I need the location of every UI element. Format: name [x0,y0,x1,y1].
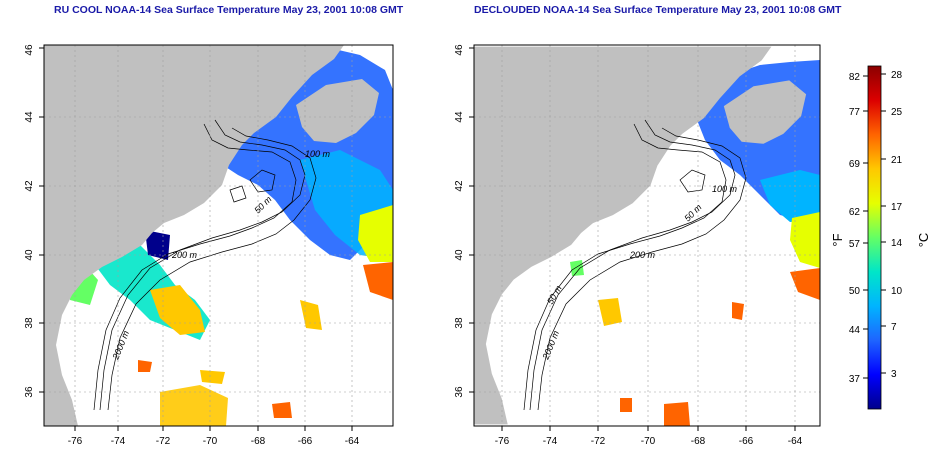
fahrenheit-tick-label: 69 [849,159,861,170]
colorbar-gradient [867,65,882,410]
right-y-axis: 36 38 40 42 44 46 [454,44,474,398]
right-x-tick-label: -74 [543,436,558,447]
left-y-tick-label: 46 [24,44,35,56]
left-map-frame [43,44,394,427]
left-x-axis: -76 -74 -72 -70 -68 -66 -64 [68,426,360,447]
right-x-tick-label: -64 [788,436,803,447]
right-x-tick-label: -70 [641,436,656,447]
celsius-tick-label: 21 [891,155,903,166]
fahrenheit-tick-label: 44 [849,325,861,336]
left-map-panel: 100 m 50 m 200 m 2000 m -76 -74 -72 -70 … [24,44,394,447]
right-x-tick-label: -68 [691,436,706,447]
right-y-tick-label: 36 [454,386,465,398]
right-y-tick-label: 44 [454,111,465,123]
colorbar: 82 77 69 62 57 50 44 37 28 25 21 17 14 1… [830,65,931,410]
left-x-tick-label: -64 [345,436,360,447]
right-bathymetry-contours [523,119,747,411]
right-map-title: DECLOUDED NOAA-14 Sea Surface Temperatur… [474,4,842,16]
fahrenheit-ticks: 82 77 69 62 57 50 44 37 [849,72,868,385]
fahrenheit-tick-label: 50 [849,286,861,297]
right-x-tick-label: -66 [739,436,754,447]
left-bathymetry-contours [93,119,317,411]
celsius-tick-label: 28 [891,70,903,81]
fahrenheit-tick-label: 57 [849,239,861,250]
left-y-tick-label: 40 [24,249,35,261]
celsius-ticks: 28 25 21 17 14 10 7 3 [881,70,903,380]
right-y-tick-label: 38 [454,317,465,329]
right-x-axis: -76 -74 -72 -70 -68 -66 -64 [495,426,803,447]
right-contour-label-100m: 100 m [712,184,738,194]
left-x-tick-label: -68 [251,436,266,447]
right-y-tick-label: 46 [454,44,465,56]
fahrenheit-axis-label: °F [830,233,845,246]
left-y-axis: 36 38 40 42 44 46 [24,44,44,398]
celsius-axis-label: °C [916,233,931,248]
right-x-tick-label: -72 [591,436,606,447]
right-y-tick-label: 42 [454,180,465,192]
left-x-tick-label: -72 [156,436,171,447]
left-x-tick-label: -66 [298,436,313,447]
left-grid-lines [44,45,393,426]
left-x-tick-label: -76 [68,436,83,447]
fahrenheit-tick-label: 37 [849,374,861,385]
right-x-tick-label: -76 [495,436,510,447]
right-map-frame [473,44,821,427]
left-y-tick-label: 44 [24,111,35,123]
left-x-tick-label: -74 [111,436,126,447]
celsius-tick-label: 10 [891,286,903,297]
celsius-tick-label: 25 [891,107,903,118]
fahrenheit-tick-label: 77 [849,107,861,118]
fahrenheit-tick-label: 82 [849,72,861,83]
left-y-tick-label: 42 [24,180,35,192]
celsius-tick-label: 14 [891,238,903,249]
left-map-title: RU COOL NOAA-14 Sea Surface Temperature … [54,4,404,16]
left-contour-label-100m: 100 m [305,149,331,159]
right-grid-lines [474,45,820,426]
right-y-tick-label: 40 [454,249,465,261]
right-map-panel: 100 m 50 m 200 m 50 m 2000 m -76 -74 -72… [454,44,821,447]
left-x-tick-label: -70 [203,436,218,447]
fahrenheit-tick-label: 62 [849,207,861,218]
right-contour-label-200m: 200 m [629,250,656,260]
celsius-tick-label: 7 [891,322,897,333]
left-y-tick-label: 38 [24,317,35,329]
left-contour-label-200m: 200 m [171,250,198,260]
left-y-tick-label: 36 [24,386,35,398]
celsius-tick-label: 17 [891,202,903,213]
celsius-tick-label: 3 [891,369,897,380]
